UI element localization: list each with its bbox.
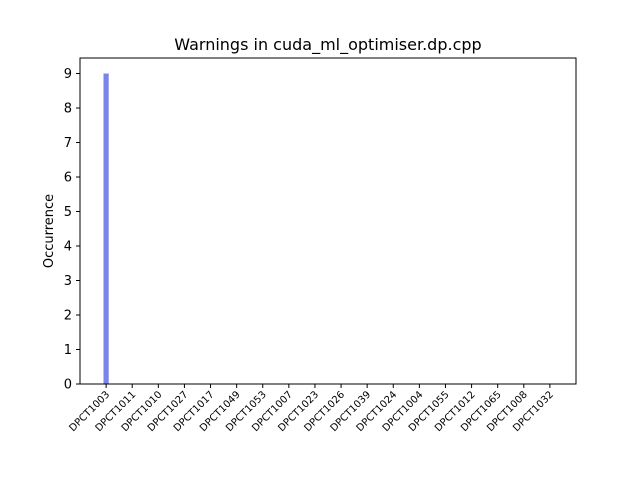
- x-axis-ticks: DPCT1003DPCT1011DPCT1010DPCT1027DPCT1017…: [67, 384, 556, 434]
- y-axis-ticks: 0 1 2 3 4 5 6 7 8 9: [64, 67, 80, 393]
- y-tick-label: 0: [64, 378, 72, 393]
- y-tick-label: 1: [64, 343, 72, 358]
- y-tick-label: 9: [64, 67, 72, 82]
- y-tick-label: 5: [64, 205, 72, 220]
- y-tick-label: 3: [64, 274, 72, 289]
- plot-frame: [79, 57, 577, 385]
- y-tick-label: 4: [64, 240, 72, 255]
- chart-title: Warnings in cuda_ml_optimiser.dp.cpp: [174, 35, 481, 55]
- y-tick-label: 6: [64, 171, 72, 186]
- bar-DPCT1003: [103, 73, 109, 385]
- y-tick-label: 2: [64, 309, 72, 324]
- y-tick-label: 7: [64, 136, 72, 151]
- y-axis-label: Occurrence: [42, 194, 57, 268]
- bars-group: [103, 73, 109, 385]
- y-tick-label: 8: [64, 102, 72, 117]
